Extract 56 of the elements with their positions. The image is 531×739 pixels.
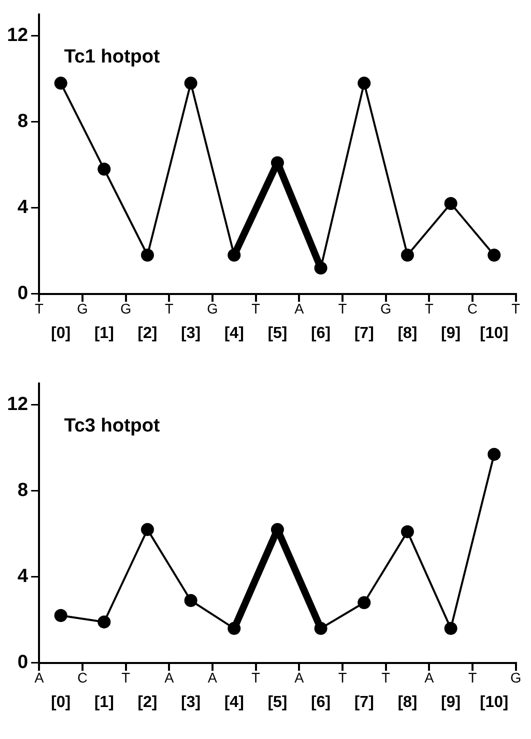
text: T — [122, 670, 131, 686]
text: G — [77, 300, 88, 317]
text: G — [510, 670, 522, 686]
y-tick-label: 4 — [18, 197, 29, 218]
text: Tc1 hotpot — [64, 46, 160, 68]
text: T — [252, 670, 261, 686]
x-tick-label: [6] — [311, 694, 331, 711]
x-tick-label: [10] — [480, 694, 508, 711]
x-tick-label: [4] — [224, 324, 244, 342]
text: A — [164, 670, 174, 686]
x-tick-label: [7] — [354, 694, 374, 711]
x-tick-label: [7] — [354, 324, 374, 342]
x-tick-label: [1] — [94, 694, 114, 711]
x-tick-label: [3] — [181, 694, 201, 711]
x-tick-label: [0] — [51, 324, 71, 342]
x-tick-label: [3] — [181, 324, 201, 342]
x-tick-label: [1] — [94, 324, 114, 342]
x-tick-label: [0] — [51, 694, 71, 711]
text: A — [208, 670, 218, 686]
text: C — [77, 670, 88, 686]
y-tick-label: 0 — [18, 652, 28, 674]
y-tick-label: 0 — [18, 283, 28, 304]
x-tick-label: [4] — [224, 694, 244, 711]
text: T — [424, 300, 434, 317]
text: T — [252, 300, 261, 317]
y-tick-label: 12 — [6, 394, 28, 416]
x-tick-label: [10] — [480, 324, 508, 342]
text: A — [424, 670, 434, 686]
x-tick-label: [6] — [311, 324, 331, 342]
text: Tc3 hotpot — [64, 416, 160, 437]
text: T — [338, 670, 348, 686]
y-tick-label: 4 — [18, 566, 29, 588]
x-tick-label: [8] — [398, 324, 418, 342]
x-tick-label: [2] — [138, 694, 158, 711]
x-tick-label: [5] — [268, 694, 288, 711]
text: C — [467, 300, 478, 317]
text: T — [338, 300, 348, 317]
text: A — [294, 300, 304, 317]
y-tick-label: 8 — [18, 480, 28, 502]
y-tick-label: 12 — [6, 25, 28, 46]
text: A — [34, 670, 44, 686]
x-tick-label: [5] — [268, 324, 288, 342]
text: G — [380, 300, 392, 317]
text: T — [164, 300, 174, 317]
text: T — [382, 670, 391, 686]
x-tick-label: [9] — [441, 324, 461, 342]
text: T — [468, 670, 478, 686]
text: T — [512, 300, 521, 317]
x-tick-label: [8] — [398, 694, 418, 711]
y-tick-label: 8 — [18, 111, 28, 132]
x-tick-label: [9] — [441, 694, 461, 711]
text: G — [207, 300, 218, 317]
text: G — [120, 300, 132, 317]
text: T — [34, 300, 44, 317]
x-tick-label: [2] — [138, 324, 158, 342]
text: A — [294, 670, 304, 686]
